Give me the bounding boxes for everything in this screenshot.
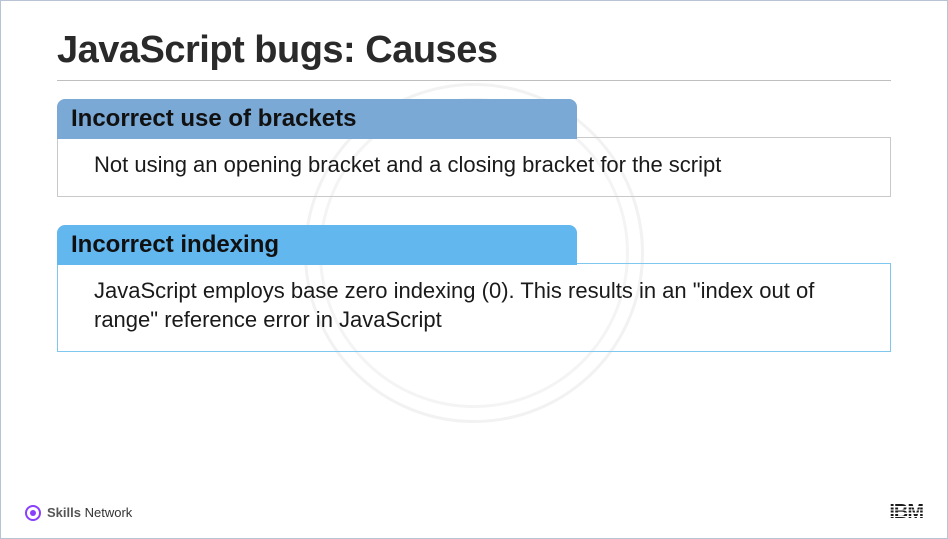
skills-bold: Skills — [47, 505, 81, 520]
card-body-brackets: Not using an opening bracket and a closi… — [57, 137, 891, 197]
card-body-indexing: JavaScript employs base zero indexing (0… — [57, 263, 891, 352]
footer: Skills Network IBM — [1, 501, 947, 524]
card-header-indexing: Incorrect indexing — [57, 225, 577, 265]
slide-title: JavaScript bugs: Causes — [57, 29, 891, 81]
card-indexing: Incorrect indexing JavaScript employs ba… — [57, 225, 891, 352]
skills-rest: Network — [85, 505, 133, 520]
skills-network-logo: Skills Network — [25, 505, 132, 521]
ibm-logo: IBM — [889, 501, 923, 524]
card-header-brackets: Incorrect use of brackets — [57, 99, 577, 139]
skills-label: Skills Network — [47, 505, 132, 520]
slide-content: JavaScript bugs: Causes Incorrect use of… — [1, 1, 947, 352]
skills-network-icon — [25, 505, 41, 521]
card-brackets: Incorrect use of brackets Not using an o… — [57, 99, 891, 197]
